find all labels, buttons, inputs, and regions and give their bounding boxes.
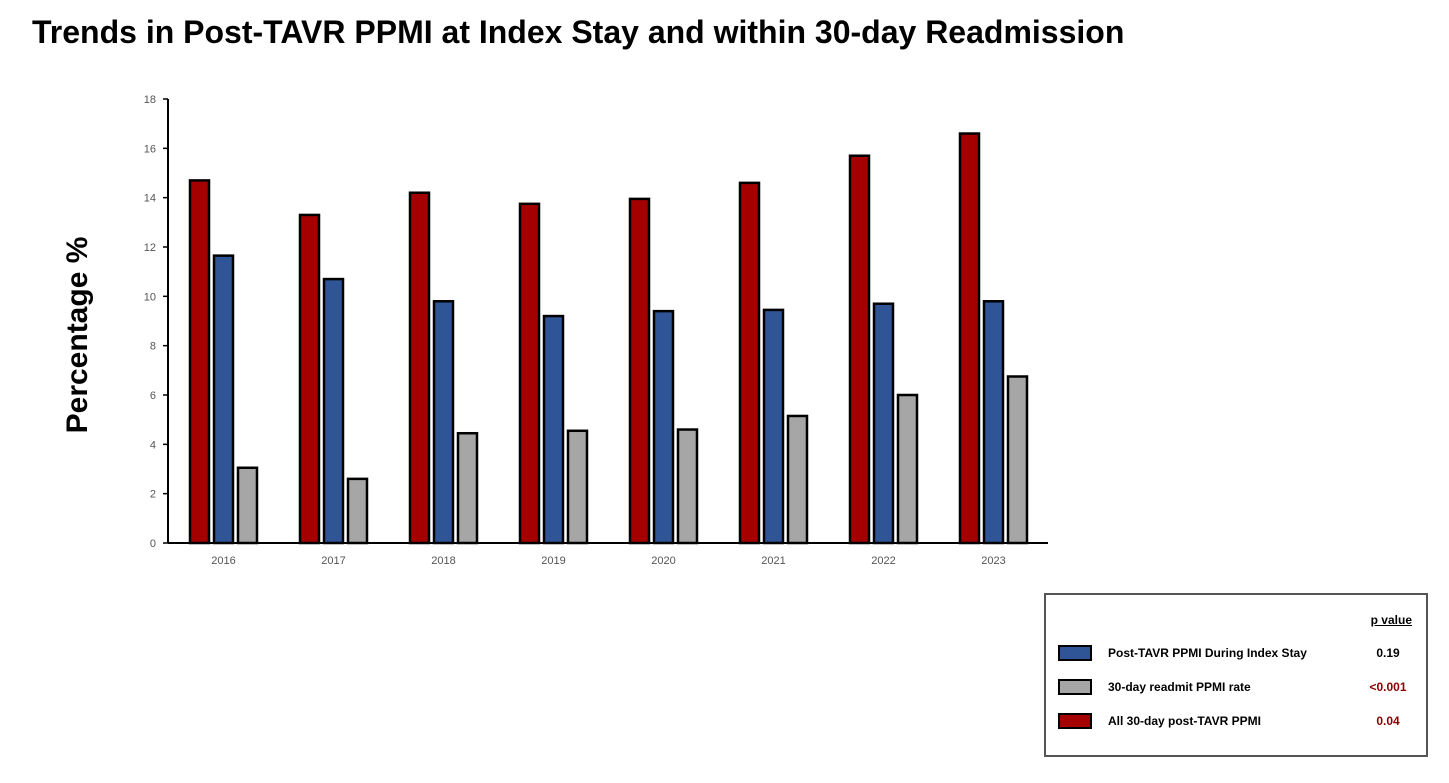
bar-2017-series-0 bbox=[298, 213, 321, 545]
legend-swatch-blue bbox=[1058, 645, 1092, 661]
y-tick-label: 10 bbox=[144, 291, 156, 303]
legend-swatch-gray bbox=[1058, 679, 1092, 695]
x-axis-ticks: 2016 2017 2018 2019 2020 2021 2022 2023 bbox=[211, 555, 1005, 567]
x-tick-label: 2023 bbox=[981, 555, 1005, 567]
bar-2019-series-0 bbox=[518, 202, 541, 545]
bar-2018-series-0 bbox=[408, 191, 431, 545]
bar-2020-series-0 bbox=[628, 197, 651, 545]
bar-2021-series-2 bbox=[786, 414, 809, 545]
bar-2023-series-1 bbox=[982, 300, 1005, 545]
legend-item-readmit-rate: 30-day readmit PPMI rate <0.001 bbox=[1058, 679, 1418, 697]
legend-label: 30-day readmit PPMI rate bbox=[1108, 680, 1251, 694]
x-tick-label: 2021 bbox=[761, 555, 785, 567]
x-tick-label: 2019 bbox=[541, 555, 565, 567]
y-tick-label: 18 bbox=[144, 94, 156, 106]
bar-2018-series-2 bbox=[456, 431, 479, 545]
bar-2018-series-1 bbox=[432, 300, 455, 545]
legend-label: Post-TAVR PPMI During Index Stay bbox=[1108, 646, 1307, 660]
x-tick-label: 2020 bbox=[651, 555, 675, 567]
legend-p-value: <0.001 bbox=[1369, 680, 1407, 694]
legend-p-value: 0.19 bbox=[1376, 646, 1400, 660]
bar-2016-series-2 bbox=[236, 466, 259, 545]
y-axis-ticks: 0 2 4 6 8 10 12 14 16 18 bbox=[144, 94, 168, 550]
x-tick-label: 2022 bbox=[871, 555, 895, 567]
legend-item-index-stay: Post-TAVR PPMI During Index Stay 0.19 bbox=[1058, 645, 1418, 663]
legend-swatch-red bbox=[1058, 713, 1092, 729]
y-tick-label: 0 bbox=[150, 538, 156, 550]
bar-2017-series-1 bbox=[322, 277, 345, 545]
y-tick-label: 8 bbox=[150, 341, 156, 353]
y-tick-label: 4 bbox=[150, 439, 156, 451]
bar-2022-series-0 bbox=[848, 154, 871, 545]
x-tick-label: 2018 bbox=[431, 555, 455, 567]
bar-2021-series-0 bbox=[738, 181, 761, 545]
bar-2019-series-2 bbox=[566, 429, 589, 545]
y-axis-title-group: Percentage % bbox=[61, 237, 94, 434]
bar-2020-series-2 bbox=[676, 428, 699, 545]
x-tick-label: 2016 bbox=[211, 555, 235, 567]
y-tick-label: 14 bbox=[144, 193, 156, 205]
y-tick-label: 12 bbox=[144, 242, 156, 254]
bar-2017-series-2 bbox=[346, 477, 369, 545]
p-value-header: p value bbox=[1370, 613, 1412, 627]
legend-label: All 30-day post-TAVR PPMI bbox=[1108, 714, 1261, 728]
bar-2019-series-1 bbox=[542, 314, 565, 545]
x-tick-label: 2017 bbox=[321, 555, 345, 567]
bar-2023-series-2 bbox=[1006, 375, 1029, 545]
y-axis-title: Percentage % bbox=[61, 237, 94, 434]
bar-2021-series-1 bbox=[762, 308, 785, 545]
bar-2020-series-1 bbox=[652, 309, 675, 545]
legend: p value Post-TAVR PPMI During Index Stay… bbox=[1044, 593, 1428, 757]
y-tick-label: 2 bbox=[150, 489, 156, 501]
y-tick-label: 16 bbox=[144, 143, 156, 155]
y-tick-label: 6 bbox=[150, 390, 156, 402]
bar-2022-series-1 bbox=[872, 302, 895, 545]
chart-title: Trends in Post-TAVR PPMI at Index Stay a… bbox=[32, 14, 1125, 50]
bar-2022-series-2 bbox=[896, 393, 919, 545]
legend-p-value: 0.04 bbox=[1376, 714, 1400, 728]
bars bbox=[188, 132, 1029, 545]
bar-2023-series-0 bbox=[958, 132, 981, 545]
bar-2016-series-1 bbox=[212, 254, 235, 545]
bar-2016-series-0 bbox=[188, 179, 211, 545]
legend-item-all-30-day: All 30-day post-TAVR PPMI 0.04 bbox=[1058, 713, 1418, 731]
